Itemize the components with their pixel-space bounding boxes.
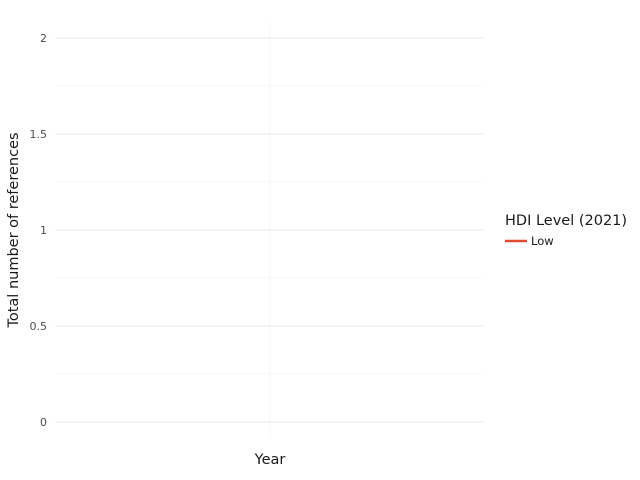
- y-tick-label: 1: [40, 224, 47, 237]
- y-tick-label: 0.5: [30, 320, 48, 333]
- y-axis-title: Total number of references: [6, 132, 22, 328]
- legend: HDI Level (2021) Low: [505, 213, 627, 248]
- y-tick-label: 0: [40, 416, 47, 429]
- x-axis-title: Year: [254, 452, 286, 468]
- y-tick-label: 2: [40, 32, 47, 45]
- legend-title: HDI Level (2021): [505, 213, 627, 229]
- y-axis-tick-labels: 0 0.5 1 1.5 2: [30, 32, 48, 429]
- legend-label: Low: [531, 234, 554, 248]
- y-tick-label: 1.5: [30, 128, 48, 141]
- major-gridlines: [55, 37, 485, 423]
- legend-entries: Low: [505, 234, 554, 248]
